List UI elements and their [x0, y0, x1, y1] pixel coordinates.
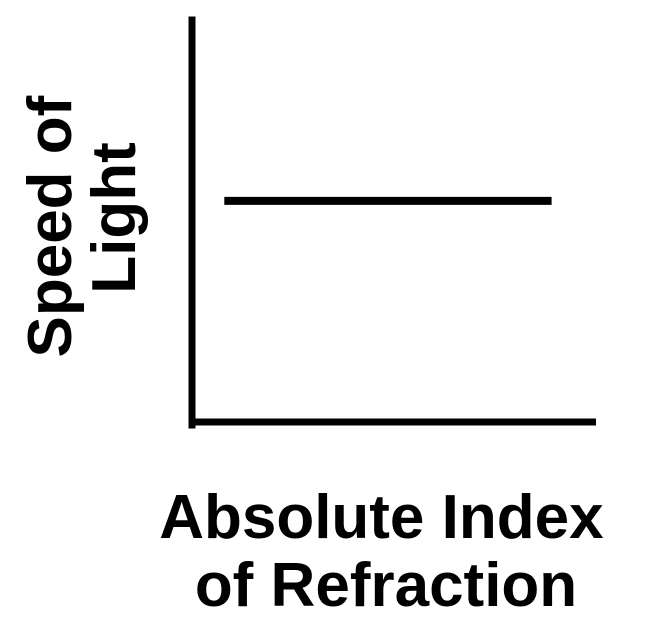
- x-axis-title: Absolute Index of Refraction: [159, 483, 621, 620]
- y-axis-title-line-1: Speed of: [16, 95, 85, 357]
- x-axis-title-line-2: of Refraction: [195, 551, 577, 620]
- y-axis-title: Speed of Light: [16, 78, 149, 357]
- x-axis-title-line-1: Absolute Index: [159, 483, 604, 552]
- plot-area: [188, 16, 596, 429]
- y-axis-title-line-2: Light: [80, 142, 149, 294]
